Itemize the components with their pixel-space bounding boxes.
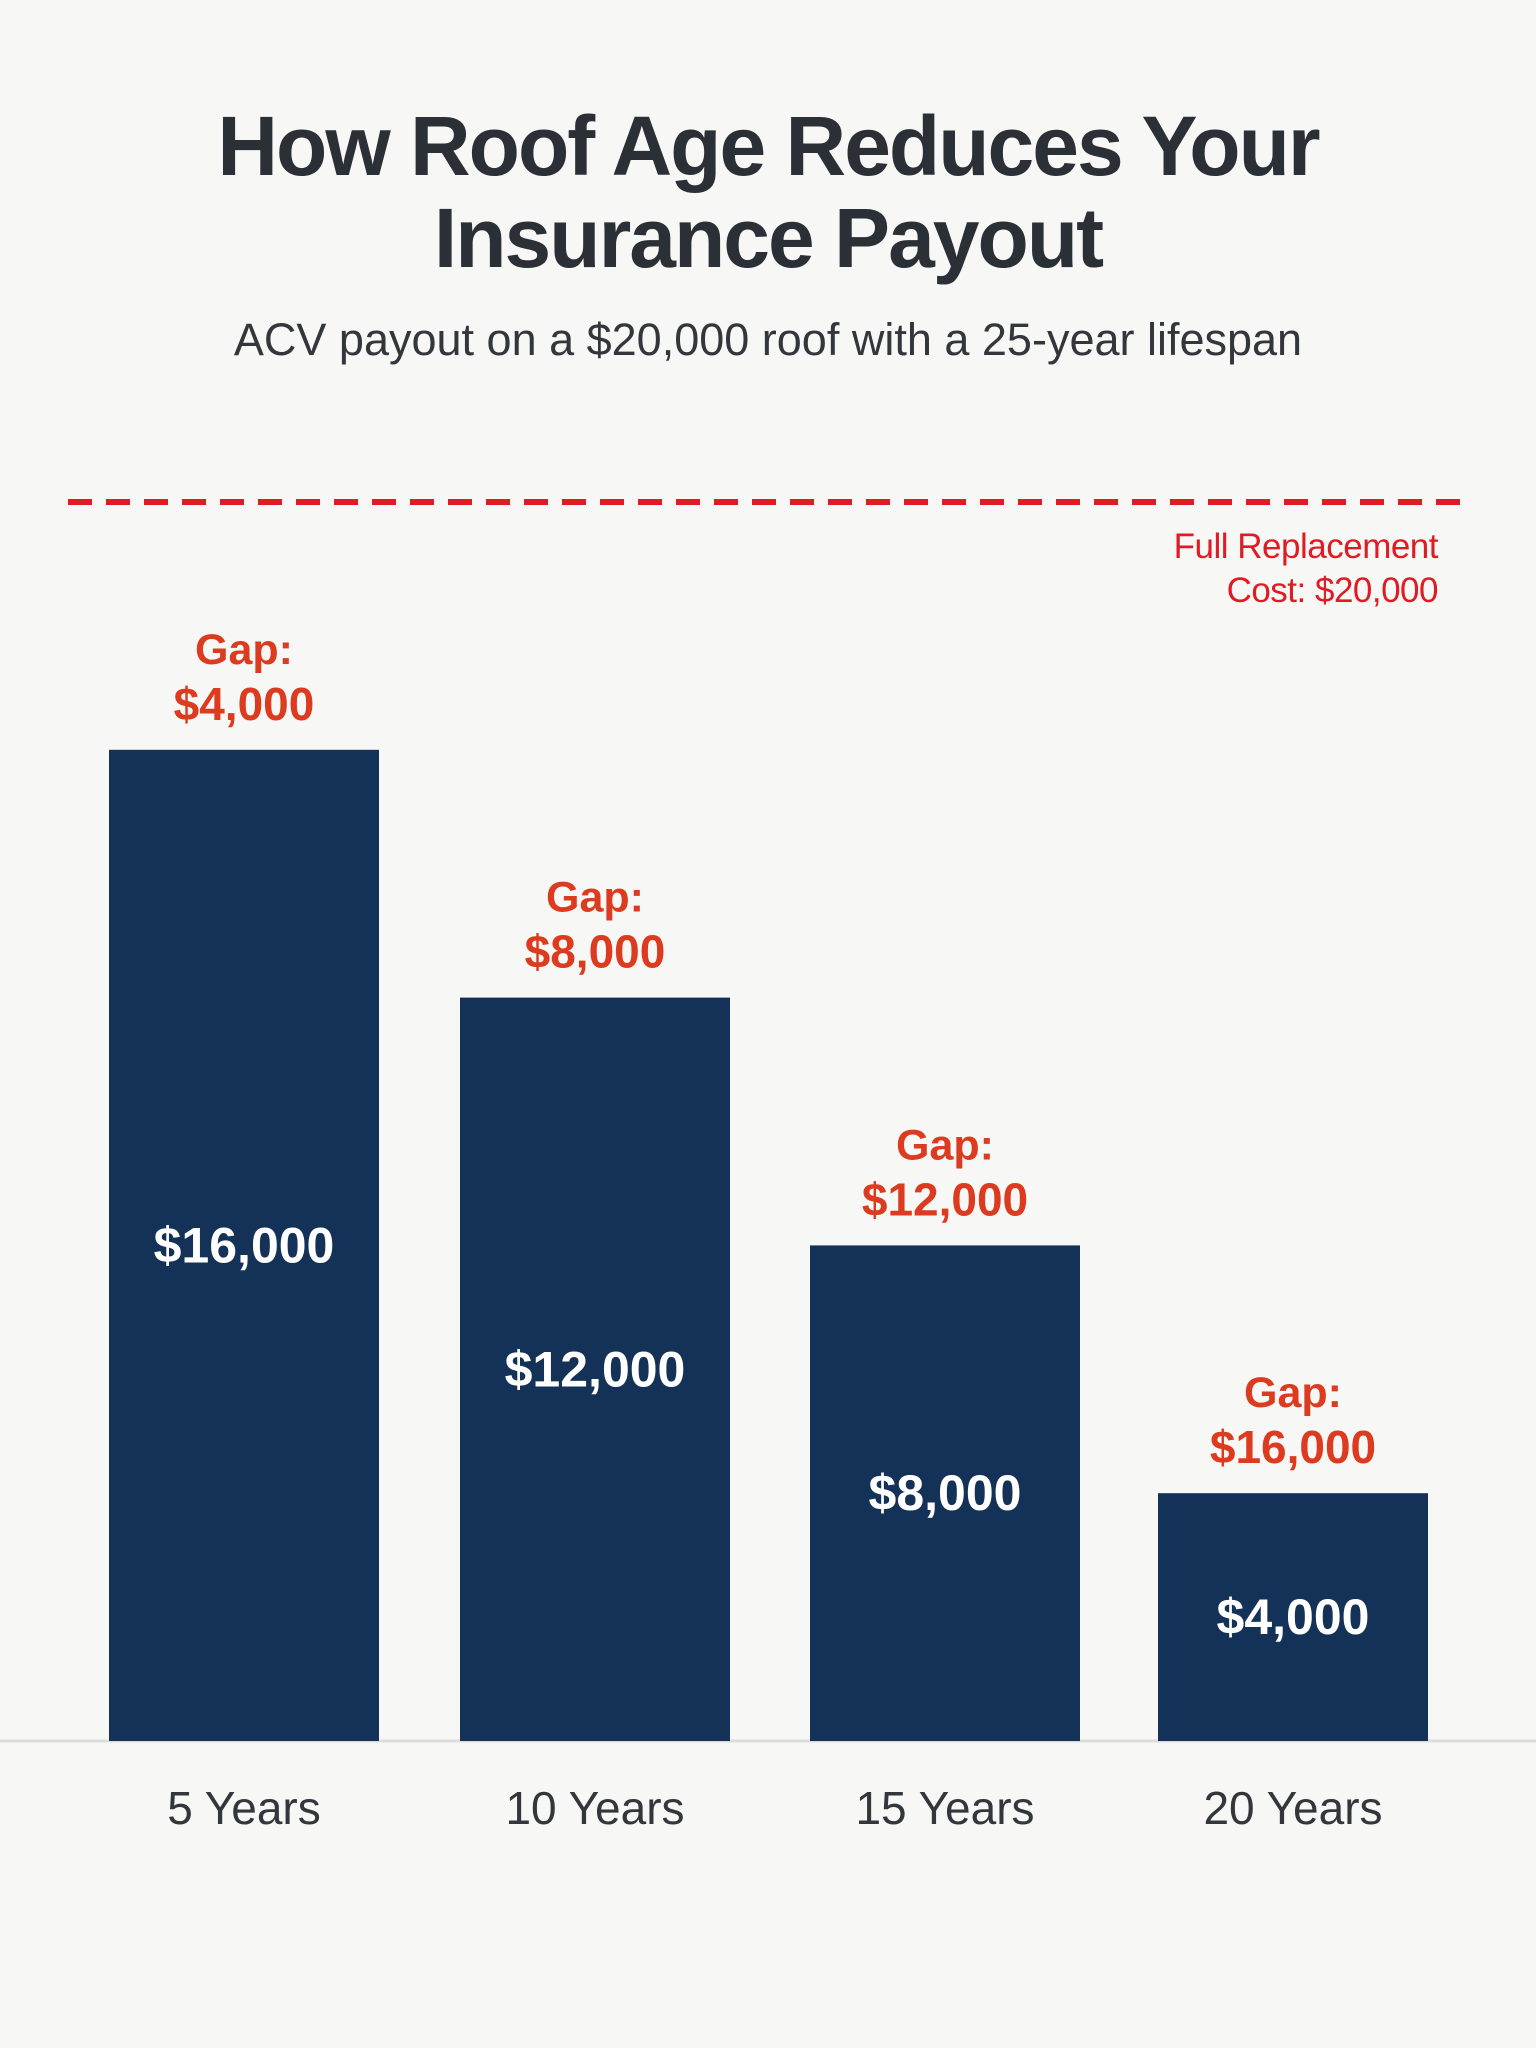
bar-value-label-1: $16,000 <box>154 1217 335 1273</box>
x-tick-label-4: 20 Years <box>1203 1782 1382 1834</box>
bar-2 <box>460 997 730 1741</box>
gap-prefix-2: Gap: <box>546 874 644 922</box>
chart-title-line-1: How Roof Age Reduces Your <box>217 99 1320 193</box>
gap-prefix-4: Gap: <box>1244 1369 1342 1417</box>
bar-1 <box>109 749 379 1741</box>
chart-subtitle: ACV payout on a $20,000 roof with a 25-y… <box>233 314 1303 365</box>
x-tick-label-3: 15 Years <box>855 1782 1034 1834</box>
bar-4 <box>1158 1493 1428 1741</box>
bar-value-label-2: $12,000 <box>505 1341 686 1397</box>
reference-label-line-2: Cost: $20,000 <box>1226 571 1439 610</box>
chart-title-line-2: Insurance Payout <box>433 191 1104 285</box>
bar-3 <box>810 1245 1080 1741</box>
gap-prefix-3: Gap: <box>896 1121 994 1169</box>
gap-prefix-1: Gap: <box>195 626 293 674</box>
bar-value-label-3: $8,000 <box>869 1465 1022 1521</box>
gap-label-3: $12,000 <box>862 1173 1028 1225</box>
gap-label-1: $4,000 <box>174 678 315 730</box>
x-tick-label-1: 5 Years <box>167 1782 320 1834</box>
reference-label-line-1: Full Replacement <box>1173 527 1439 566</box>
gap-label-2: $8,000 <box>525 926 666 978</box>
x-tick-label-2: 10 Years <box>505 1782 684 1834</box>
reference-line-label: Full Replacement Cost: $20,000 <box>1018 525 1439 613</box>
bar-value-label-4: $4,000 <box>1217 1589 1370 1645</box>
gap-label-4: $16,000 <box>1210 1421 1376 1473</box>
chart-title: How Roof Age Reduces Your Insurance Payo… <box>0 100 1536 284</box>
